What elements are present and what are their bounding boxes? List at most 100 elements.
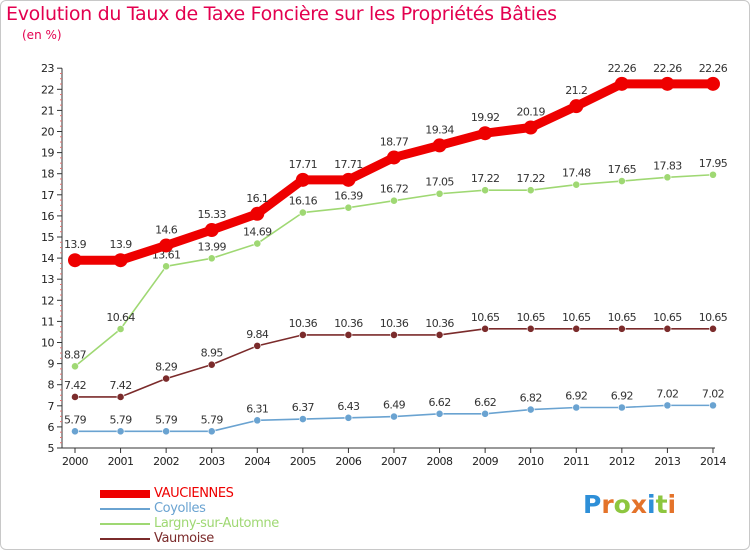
x-tick-label: 2008 <box>427 455 453 468</box>
chart-title: Evolution du Taux de Taxe Foncière sur l… <box>6 3 557 25</box>
data-label: 16.39 <box>334 190 363 203</box>
x-tick-label: 2009 <box>472 455 498 468</box>
data-label: 5.79 <box>64 413 87 426</box>
data-label: 17.71 <box>334 158 363 171</box>
data-point <box>617 403 626 412</box>
data-point <box>435 409 444 418</box>
x-tick-label: 2012 <box>609 455 635 468</box>
data-point <box>298 415 307 423</box>
data-label: 5.79 <box>110 413 133 426</box>
y-tick-label: 5 <box>48 442 55 455</box>
data-point <box>295 172 310 187</box>
data-label: 21.2 <box>565 84 587 97</box>
data-point <box>162 427 171 436</box>
data-point <box>709 170 717 179</box>
y-tick-label: 7 <box>48 400 55 413</box>
data-point <box>71 427 79 436</box>
data-point <box>481 186 490 195</box>
data-point <box>526 186 535 195</box>
data-label: 15.33 <box>197 208 226 221</box>
data-point <box>478 126 493 141</box>
logo-letter: i <box>667 490 677 519</box>
data-point <box>207 360 216 369</box>
data-point <box>71 362 79 371</box>
legend-swatch <box>100 537 150 540</box>
data-label: 6.92 <box>611 389 633 402</box>
data-point <box>390 196 398 205</box>
data-label: 13.9 <box>64 238 87 251</box>
legend-swatch <box>100 489 150 498</box>
y-tick-label: 6 <box>48 421 55 434</box>
data-label: 16.1 <box>246 192 268 205</box>
y-tick-label: 18 <box>41 168 54 181</box>
data-label: 8.95 <box>201 347 224 360</box>
data-label: 18.77 <box>380 135 409 148</box>
data-point <box>523 120 538 135</box>
data-label: 14.69 <box>243 226 272 239</box>
data-label: 6.43 <box>337 400 360 413</box>
legend-item: Largny-sur-Automne <box>100 516 279 531</box>
y-tick-label: 14 <box>41 252 54 265</box>
data-point <box>569 99 584 114</box>
data-label: 17.65 <box>608 163 637 176</box>
y-tick-label: 17 <box>41 189 54 202</box>
data-label: 17.83 <box>653 159 682 172</box>
y-tick-label: 13 <box>41 273 54 286</box>
data-point <box>162 374 171 383</box>
x-tick-label: 2006 <box>335 455 361 468</box>
legend-label: Coyolles <box>154 501 206 516</box>
data-point <box>71 393 79 401</box>
data-label: 7.02 <box>702 387 724 400</box>
data-point <box>344 203 353 212</box>
data-point <box>159 238 174 253</box>
legend-label: Largny-sur-Automne <box>154 516 279 531</box>
logo-letter: x <box>630 490 647 519</box>
logo-letter: i <box>647 490 656 519</box>
data-label: 5.79 <box>155 413 178 426</box>
logo-letter: r <box>601 490 614 519</box>
data-label: 22.26 <box>608 62 637 75</box>
x-tick-label: 2001 <box>108 455 134 468</box>
y-tick-label: 8 <box>48 379 55 392</box>
data-label: 10.65 <box>516 311 545 324</box>
y-tick-label: 21 <box>41 104 54 117</box>
data-label: 6.62 <box>474 396 496 409</box>
legend-label: VAUCIENNES <box>154 486 234 501</box>
data-point <box>435 189 444 198</box>
data-point <box>660 76 675 91</box>
data-label: 13.9 <box>110 238 133 251</box>
data-point <box>116 427 125 436</box>
data-point <box>386 150 401 165</box>
data-label: 17.48 <box>562 167 591 180</box>
legend-label: Vaumoise <box>154 531 214 546</box>
x-tick-label: 2005 <box>290 455 316 468</box>
data-label: 19.92 <box>471 111 500 124</box>
data-label: 22.26 <box>699 62 728 75</box>
data-point <box>572 324 581 333</box>
x-tick-label: 2013 <box>654 455 680 468</box>
data-point <box>709 324 717 333</box>
data-label: 17.71 <box>289 158 318 171</box>
data-point <box>116 325 125 333</box>
data-point <box>705 76 720 91</box>
data-label: 10.36 <box>425 317 454 330</box>
data-point <box>572 403 581 412</box>
data-label: 7.42 <box>64 379 86 392</box>
data-label: 5.79 <box>201 413 224 426</box>
legend-item: VAUCIENNES <box>100 486 279 501</box>
data-point <box>207 427 216 436</box>
data-label: 10.36 <box>334 317 363 330</box>
data-point <box>481 409 490 418</box>
data-label: 16.72 <box>380 183 409 196</box>
data-point <box>663 173 672 182</box>
y-tick-label: 19 <box>41 147 54 160</box>
legend-swatch <box>100 522 150 525</box>
y-tick-label: 20 <box>41 126 54 139</box>
data-point <box>390 412 398 421</box>
data-label: 9.84 <box>246 328 269 341</box>
chart-subtitle: (en %) <box>22 28 62 42</box>
data-point <box>341 172 356 187</box>
data-point <box>253 239 262 248</box>
